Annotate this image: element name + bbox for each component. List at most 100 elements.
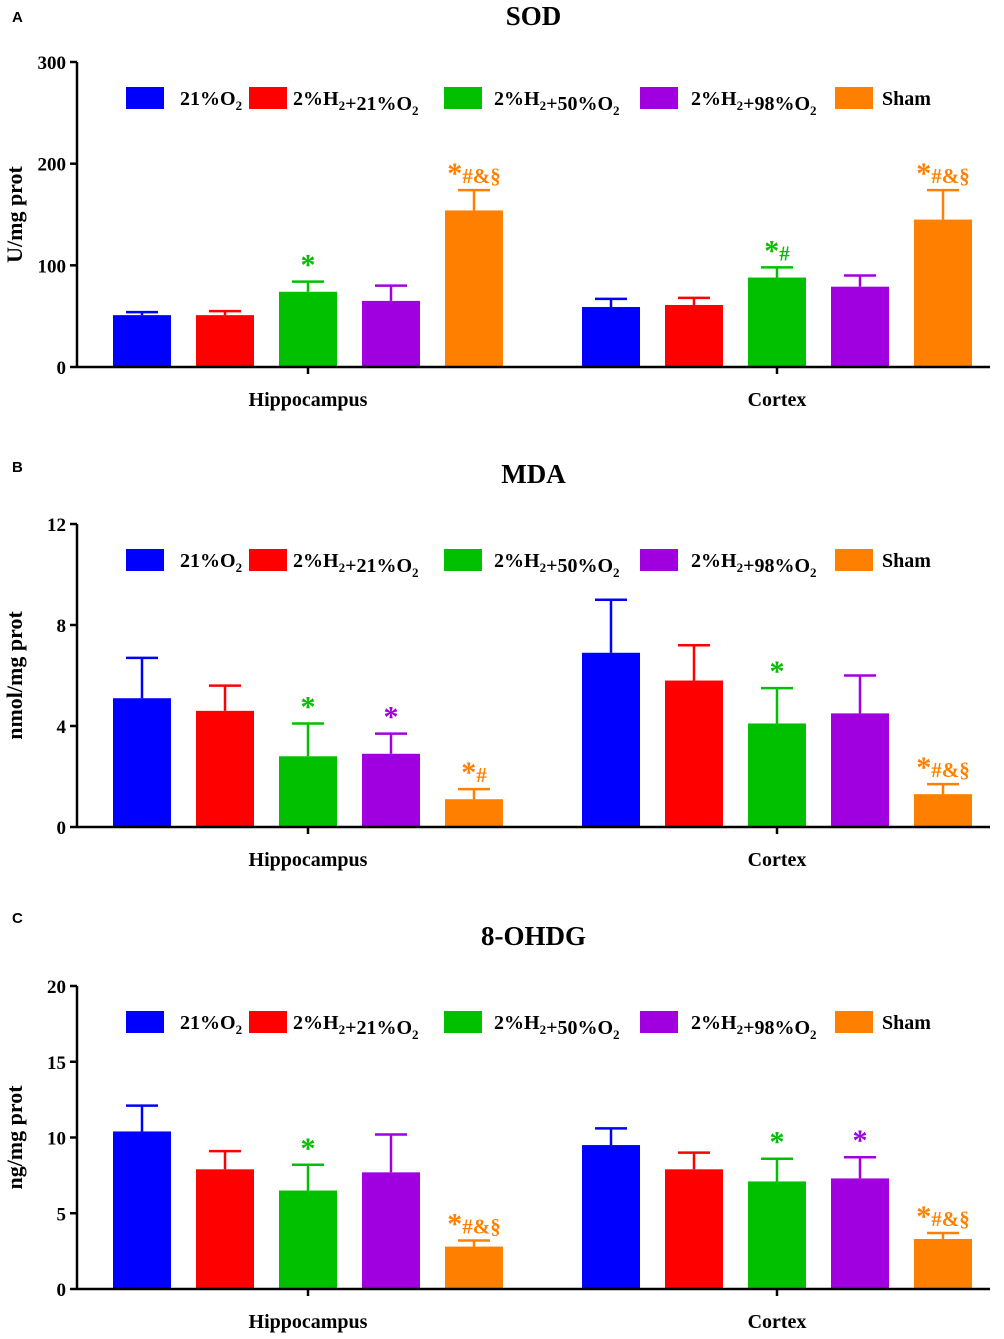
significance-label: * bbox=[301, 690, 316, 723]
bar-hippocampus-3 bbox=[279, 1190, 337, 1289]
panel-letter: C bbox=[12, 910, 23, 927]
significance-label: * bbox=[301, 249, 316, 282]
chart-panel-b: B MDA nmol/mg prot * * * *# *#&§ 0 4 8 12 Hippocampu… bbox=[2, 459, 990, 871]
bar-hippocampus-5 bbox=[445, 1246, 503, 1289]
y-tick-label: 15 bbox=[47, 1053, 66, 1074]
y-tick-label: 200 bbox=[38, 155, 67, 176]
y-tick-label: 0 bbox=[57, 818, 67, 839]
significance-label: *# bbox=[461, 756, 487, 789]
bar-hippocampus-5 bbox=[445, 210, 503, 367]
bar-cortex-5 bbox=[914, 1239, 972, 1289]
legend-swatch bbox=[835, 1011, 873, 1033]
legend-swatch bbox=[126, 1011, 164, 1033]
significance-label: * bbox=[301, 1132, 316, 1165]
x-category-label: Hippocampus bbox=[249, 389, 368, 411]
legend-label: 2%H2+50%O2 bbox=[494, 550, 620, 580]
legend-swatch bbox=[444, 1011, 482, 1033]
significance-label: * bbox=[770, 655, 785, 688]
chart-title: SOD bbox=[506, 1, 562, 31]
y-tick-label: 12 bbox=[47, 515, 66, 536]
y-axis-label: nmol/mg prot bbox=[2, 611, 27, 740]
bar-hippocampus-2 bbox=[196, 1169, 254, 1289]
bar-cortex-2 bbox=[665, 680, 723, 827]
y-tick-label: 0 bbox=[57, 358, 67, 379]
bar-hippocampus-1 bbox=[113, 315, 171, 367]
bar-cortex-1 bbox=[582, 1145, 640, 1289]
legend-label: Sham bbox=[882, 1012, 931, 1034]
significance-label: * bbox=[384, 701, 399, 734]
bar-hippocampus-2 bbox=[196, 315, 254, 367]
legend-label: 2%H2+98%O2 bbox=[691, 88, 817, 118]
legend-label: 2%H2+50%O2 bbox=[494, 1012, 620, 1042]
y-tick-label: 5 bbox=[57, 1204, 67, 1225]
legend-label: Sham bbox=[882, 550, 931, 572]
bar-cortex-1 bbox=[582, 652, 640, 827]
y-tick-label: 4 bbox=[57, 717, 67, 738]
bar-cortex-3 bbox=[748, 277, 806, 367]
bar-hippocampus-3 bbox=[279, 291, 337, 367]
bar-cortex-4 bbox=[831, 1178, 889, 1289]
bar-hippocampus-4 bbox=[362, 1172, 420, 1289]
chart-panel-a: A SOD U/mg prot * *# *#&§ *#&§ 0 100 200 300 Hippoc… bbox=[2, 1, 990, 411]
significance-label: *#&§ bbox=[916, 1200, 970, 1233]
bar-hippocampus-1 bbox=[113, 1131, 171, 1289]
bar-hippocampus-1 bbox=[113, 698, 171, 827]
chart-panel-c: C 8-OHDG ng/mg prot * * * *#&§ *#&§ 0 5 10 15 20 Hipp… bbox=[2, 910, 990, 1333]
y-axis-label: U/mg prot bbox=[2, 165, 27, 262]
significance-label: *#&§ bbox=[916, 157, 970, 190]
y-tick-label: 10 bbox=[47, 1129, 66, 1150]
panel-letter: A bbox=[12, 9, 23, 26]
legend-swatch bbox=[126, 549, 164, 571]
bar-cortex-4 bbox=[831, 713, 889, 827]
legend-label: 2%H2+21%O2 bbox=[293, 1012, 419, 1042]
bar-hippocampus-3 bbox=[279, 756, 337, 827]
legend-swatch bbox=[640, 549, 678, 571]
x-category-label: Hippocampus bbox=[249, 849, 368, 871]
legend-label: 21%O2 bbox=[180, 550, 242, 575]
significance-label: * bbox=[770, 1126, 785, 1159]
significance-label: *#&§ bbox=[916, 751, 970, 784]
bar-cortex-4 bbox=[831, 286, 889, 367]
legend-label: Sham bbox=[882, 88, 931, 110]
bar-hippocampus-4 bbox=[362, 753, 420, 827]
y-tick-label: 0 bbox=[57, 1280, 67, 1301]
legend-swatch bbox=[126, 87, 164, 109]
bar-hippocampus-2 bbox=[196, 710, 254, 827]
significance-label: *# bbox=[764, 234, 790, 267]
bar-cortex-3 bbox=[748, 1181, 806, 1289]
legend-swatch bbox=[835, 87, 873, 109]
chart-title: 8-OHDG bbox=[481, 921, 586, 951]
bar-cortex-2 bbox=[665, 1169, 723, 1289]
bar-cortex-2 bbox=[665, 304, 723, 367]
x-category-label: Cortex bbox=[748, 389, 807, 411]
legend-swatch bbox=[249, 549, 287, 571]
x-category-label: Cortex bbox=[748, 1311, 807, 1333]
x-category-label: Cortex bbox=[748, 849, 807, 871]
legend-swatch bbox=[249, 87, 287, 109]
legend-label: 21%O2 bbox=[180, 1012, 242, 1037]
x-category-label: Hippocampus bbox=[249, 1311, 368, 1333]
legend-label: 2%H2+21%O2 bbox=[293, 88, 419, 118]
y-tick-label: 20 bbox=[47, 977, 66, 998]
legend-swatch bbox=[444, 549, 482, 571]
y-tick-label: 8 bbox=[57, 616, 67, 637]
significance-label: *#&§ bbox=[447, 157, 501, 190]
legend-label: 2%H2+98%O2 bbox=[691, 1012, 817, 1042]
panel-letter: B bbox=[12, 459, 23, 476]
bar-cortex-5 bbox=[914, 794, 972, 827]
bar-cortex-5 bbox=[914, 219, 972, 367]
legend-label: 21%O2 bbox=[180, 88, 242, 113]
legend-label: 2%H2+50%O2 bbox=[494, 88, 620, 118]
y-axis-label: ng/mg prot bbox=[2, 1085, 27, 1190]
bar-hippocampus-4 bbox=[362, 300, 420, 367]
legend-label: 2%H2+98%O2 bbox=[691, 550, 817, 580]
legend-swatch bbox=[249, 1011, 287, 1033]
legend-swatch bbox=[640, 1011, 678, 1033]
y-tick-label: 100 bbox=[38, 256, 67, 277]
bar-hippocampus-5 bbox=[445, 799, 503, 827]
y-tick-label: 300 bbox=[38, 53, 67, 74]
legend-swatch bbox=[835, 549, 873, 571]
significance-label: *#&§ bbox=[447, 1208, 501, 1241]
bar-cortex-3 bbox=[748, 723, 806, 827]
